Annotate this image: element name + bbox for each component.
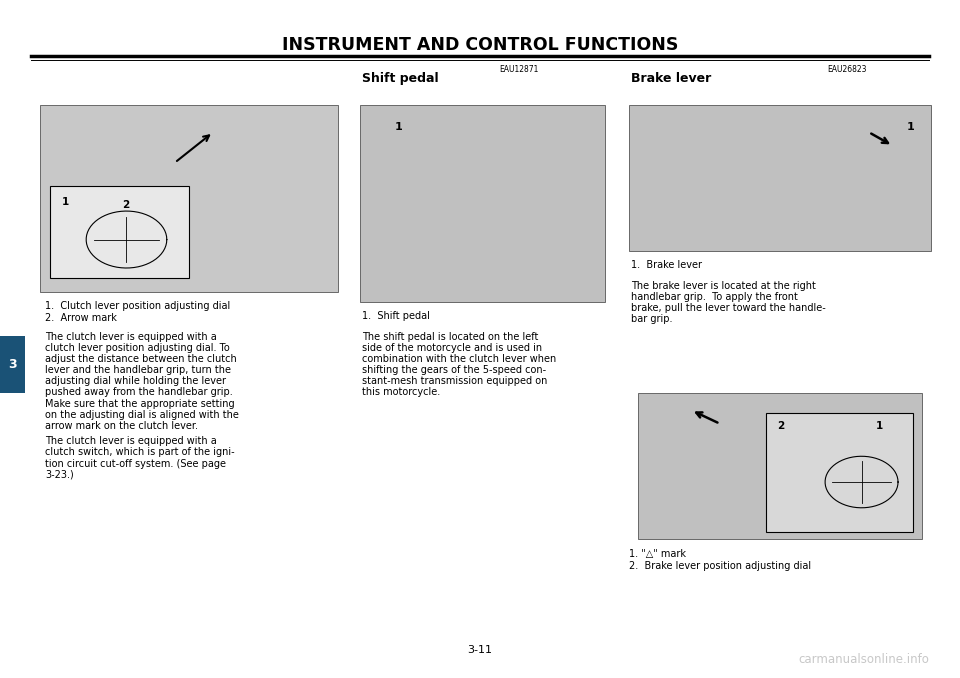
- Text: 1: 1: [395, 122, 402, 132]
- Text: 1.  Brake lever: 1. Brake lever: [631, 260, 702, 271]
- Text: 1: 1: [906, 122, 914, 132]
- Text: 1: 1: [61, 197, 69, 207]
- Text: pushed away from the handlebar grip.: pushed away from the handlebar grip.: [45, 388, 233, 397]
- Text: The shift pedal is located on the left: The shift pedal is located on the left: [362, 332, 539, 342]
- Text: 2: 2: [122, 200, 130, 210]
- Text: 3-23.): 3-23.): [45, 470, 74, 480]
- Text: 1. "△" mark: 1. "△" mark: [629, 549, 685, 559]
- Text: Brake lever: Brake lever: [631, 72, 711, 85]
- Text: Make sure that the appropriate setting: Make sure that the appropriate setting: [45, 399, 235, 409]
- Text: shifting the gears of the 5-speed con-: shifting the gears of the 5-speed con-: [362, 365, 546, 375]
- Bar: [766, 413, 913, 532]
- Text: adjusting dial while holding the lever: adjusting dial while holding the lever: [45, 376, 227, 386]
- Text: The clutch lever is equipped with a: The clutch lever is equipped with a: [45, 332, 217, 342]
- Text: 1.  Shift pedal: 1. Shift pedal: [362, 311, 430, 321]
- Text: EAU26823: EAU26823: [827, 65, 866, 74]
- Bar: [629, 105, 931, 251]
- Bar: [50, 186, 189, 278]
- Text: combination with the clutch lever when: combination with the clutch lever when: [362, 354, 556, 364]
- Bar: [638, 393, 922, 539]
- Text: brake, pull the lever toward the handle-: brake, pull the lever toward the handle-: [631, 303, 826, 313]
- Text: INSTRUMENT AND CONTROL FUNCTIONS: INSTRUMENT AND CONTROL FUNCTIONS: [282, 36, 678, 54]
- Text: on the adjusting dial is aligned with the: on the adjusting dial is aligned with th…: [45, 410, 239, 420]
- Text: stant-mesh transmission equipped on: stant-mesh transmission equipped on: [362, 376, 547, 386]
- Text: 2.  Arrow mark: 2. Arrow mark: [45, 313, 117, 323]
- Text: clutch switch, which is part of the igni-: clutch switch, which is part of the igni…: [45, 447, 235, 458]
- Text: 2.  Brake lever position adjusting dial: 2. Brake lever position adjusting dial: [629, 561, 811, 571]
- Text: tion circuit cut-off system. (See page: tion circuit cut-off system. (See page: [45, 459, 227, 468]
- Text: The clutch lever is equipped with a: The clutch lever is equipped with a: [45, 437, 217, 446]
- Text: arrow mark on the clutch lever.: arrow mark on the clutch lever.: [45, 421, 198, 431]
- Text: 1.  Clutch lever position adjusting dial: 1. Clutch lever position adjusting dial: [45, 301, 230, 311]
- Text: handlebar grip.  To apply the front: handlebar grip. To apply the front: [631, 292, 798, 302]
- Text: clutch lever position adjusting dial. To: clutch lever position adjusting dial. To: [45, 343, 229, 353]
- Text: lever and the handlebar grip, turn the: lever and the handlebar grip, turn the: [45, 365, 231, 375]
- Text: 3-11: 3-11: [468, 645, 492, 654]
- Bar: [0, 336, 25, 393]
- Text: 2: 2: [778, 421, 784, 431]
- Text: side of the motorcycle and is used in: side of the motorcycle and is used in: [362, 343, 542, 353]
- Bar: [40, 105, 338, 292]
- Text: The brake lever is located at the right: The brake lever is located at the right: [631, 281, 816, 291]
- Text: bar grip.: bar grip.: [631, 314, 672, 324]
- Text: adjust the distance between the clutch: adjust the distance between the clutch: [45, 354, 237, 364]
- Text: EAU12871: EAU12871: [499, 65, 539, 74]
- Text: this motorcycle.: this motorcycle.: [362, 388, 441, 397]
- Text: 3: 3: [9, 358, 16, 371]
- Text: 1: 1: [876, 421, 883, 431]
- Text: carmanualsonline.info: carmanualsonline.info: [799, 653, 929, 666]
- Bar: [360, 105, 605, 302]
- Text: Shift pedal: Shift pedal: [362, 72, 439, 85]
